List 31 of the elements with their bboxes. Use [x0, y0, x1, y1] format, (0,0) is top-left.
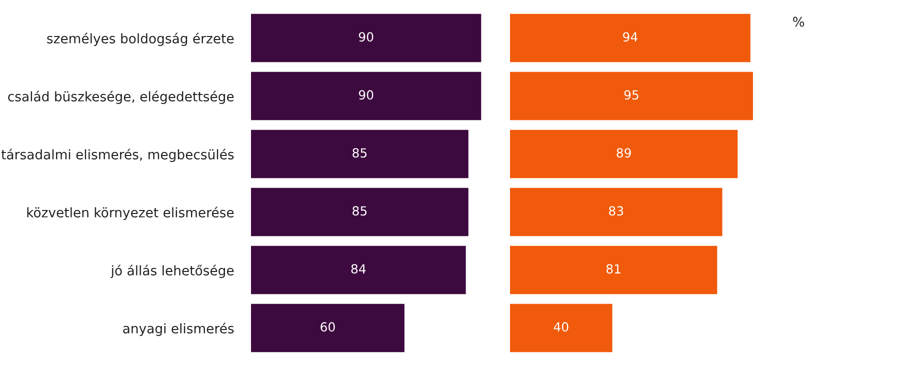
- bar: [251, 188, 468, 236]
- data-label: 90: [358, 90, 374, 100]
- data-label: 84: [351, 264, 366, 274]
- data-label: 60: [320, 322, 335, 332]
- data-label: 90: [358, 32, 374, 42]
- bar: [510, 304, 612, 352]
- y-tick-label: közvetlen környezet elismerése: [27, 206, 234, 220]
- data-label: 85: [352, 148, 367, 158]
- bar: [251, 14, 482, 62]
- bar: [251, 246, 466, 294]
- bar: [510, 14, 750, 62]
- data-label: 85: [352, 206, 367, 216]
- data-label: 83: [609, 206, 624, 216]
- bar: [251, 72, 482, 120]
- bar: [251, 304, 404, 352]
- data-label: 95: [624, 90, 638, 100]
- y-tick-label: személyes boldogság érzete: [47, 32, 234, 46]
- bar: [510, 188, 722, 236]
- y-tick-label: anyagi elismerés: [123, 322, 234, 336]
- bar: [510, 72, 753, 120]
- data-label: 94: [623, 32, 638, 42]
- data-label: 40: [554, 322, 568, 332]
- y-tick-label: család büszkesége, elégedettsége: [8, 90, 234, 104]
- data-label: 81: [606, 264, 620, 274]
- text: %: [793, 16, 804, 27]
- data-label: 89: [616, 148, 631, 158]
- y-tick-label: jó állás lehetősége: [110, 264, 234, 278]
- bar: [251, 130, 468, 178]
- y-tick-label: társadalmi elismerés, megbecsülés: [1, 148, 234, 162]
- bar: [510, 246, 718, 294]
- bar: [510, 130, 738, 178]
